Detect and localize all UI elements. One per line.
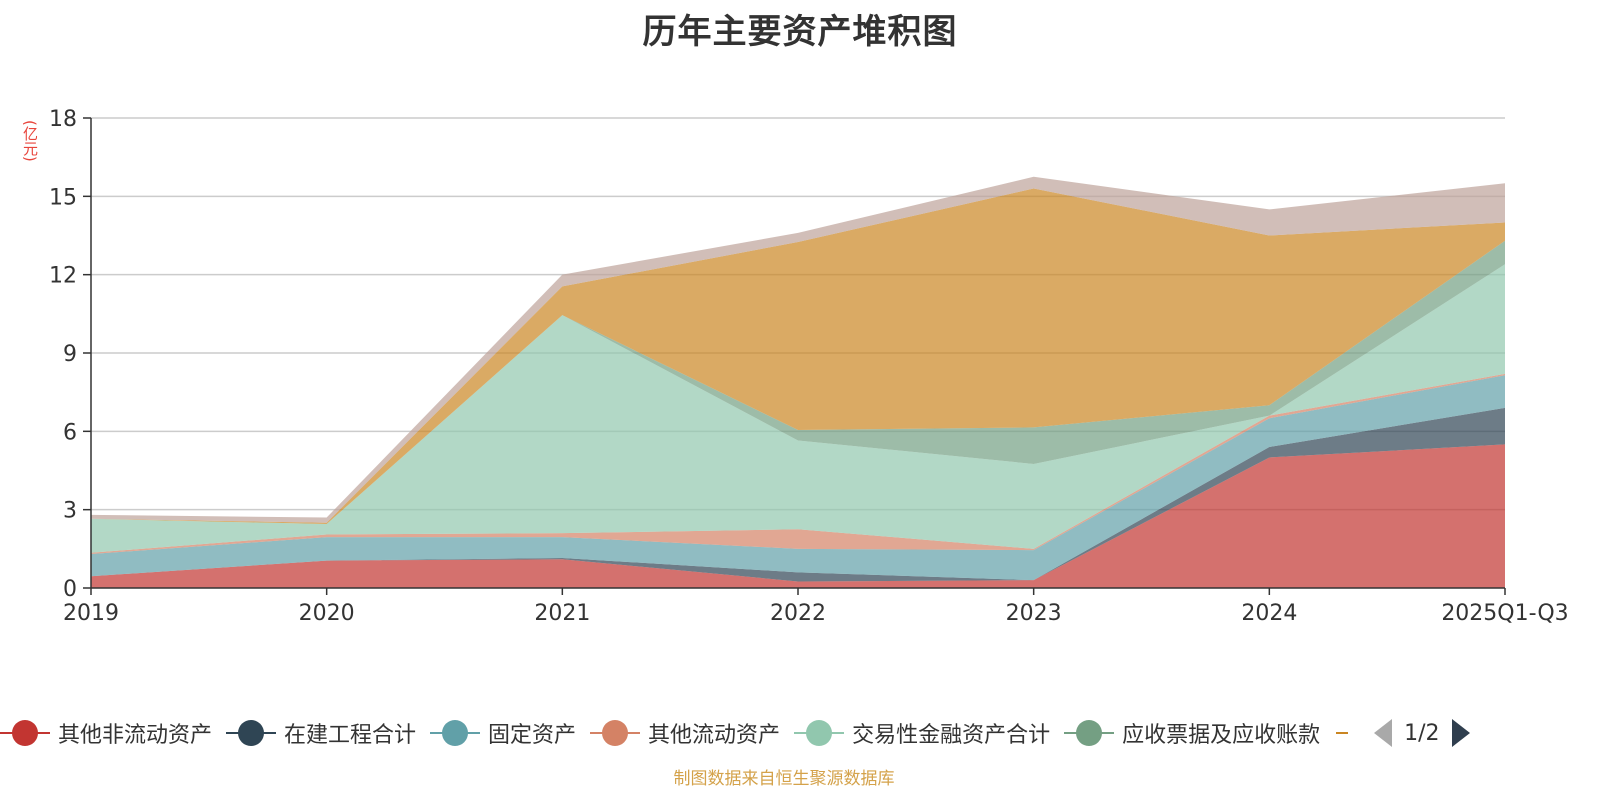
y-tick-labels: 0 3 6 9 12 15 18	[49, 107, 77, 602]
legend-label: 固定资产	[488, 723, 577, 748]
chart-title: 历年主要资产堆积图	[642, 12, 958, 52]
legend-label: 交易性金融资产合计	[852, 723, 1051, 748]
y-tick-label: 9	[63, 342, 77, 367]
legend: 其他非流动资产 在建工程合计 固定资产 其他流动资产 交易性金融资产合计 应收票据及应收账…	[0, 716, 1470, 750]
legend-item[interactable]: 其他非流动资产	[0, 717, 212, 749]
y-tick-label: 12	[49, 264, 77, 289]
legend-item[interactable]: 交易性金融资产合计	[794, 717, 1050, 749]
x-tick-label: 2022	[770, 601, 826, 626]
stacked-area-chart: 0 3 6 9 12 15 18 2019 2020 2021 2022 2023 2024 2025Q…	[49, 107, 1569, 626]
legend-marker-icon	[226, 720, 277, 746]
x-tick-label: 2020	[299, 601, 355, 626]
legend-pager: 1/2	[1374, 719, 1470, 747]
y-tick-label: 3	[63, 499, 77, 524]
x-tick-label: 2021	[534, 601, 590, 626]
area-固定资产	[91, 375, 1505, 581]
x-tick-label: 2025Q1-Q3	[1441, 601, 1568, 626]
legend-next-page-icon[interactable]	[1451, 719, 1470, 747]
legend-item[interactable]: 固定资产	[430, 717, 576, 749]
source-note: 制图数据来自恒生聚源数据库	[673, 769, 895, 789]
legend-label: 在建工程合计	[284, 723, 417, 748]
legend-marker-icon	[1064, 720, 1115, 746]
y-tick-label: 6	[63, 420, 77, 445]
legend-item[interactable]: 应收票据及应收账款	[1064, 717, 1320, 749]
area-其他非流动资产	[91, 444, 1505, 588]
legend-item[interactable]: 其他流动资产	[590, 717, 780, 749]
y-axis-unit-label: (亿元)	[21, 120, 39, 162]
y-tick-label: 18	[49, 107, 77, 132]
x-tick-label: 2023	[1006, 601, 1062, 626]
legend-label: 其他流动资产	[648, 723, 781, 748]
x-tick-labels: 2019 2020 2021 2022 2023 2024 2025Q1-Q3	[63, 601, 1569, 626]
x-tick-label: 2019	[63, 601, 119, 626]
legend-label: 应收票据及应收账款	[1122, 723, 1321, 748]
legend-marker-icon	[430, 720, 481, 746]
legend-item-partial[interactable]	[1336, 732, 1349, 734]
area-交易性金融资产合计	[91, 264, 1505, 553]
y-tick-label: 0	[63, 577, 77, 602]
legend-marker-icon	[794, 720, 845, 746]
legend-page-indicator: 1/2	[1404, 720, 1440, 746]
area-series	[91, 176, 1505, 588]
legend-label: 其他非流动资产	[58, 723, 213, 748]
area-货币资金	[91, 176, 1505, 523]
legend-marker-icon	[590, 720, 641, 746]
axes	[90, 118, 1506, 595]
y-tick-label: 15	[49, 185, 77, 210]
legend-marker-icon	[0, 720, 50, 746]
x-tick-label: 2024	[1241, 601, 1297, 626]
legend-prev-page-icon[interactable]	[1374, 719, 1393, 747]
area-存货	[91, 188, 1505, 525]
legend-item[interactable]: 在建工程合计	[226, 717, 416, 749]
